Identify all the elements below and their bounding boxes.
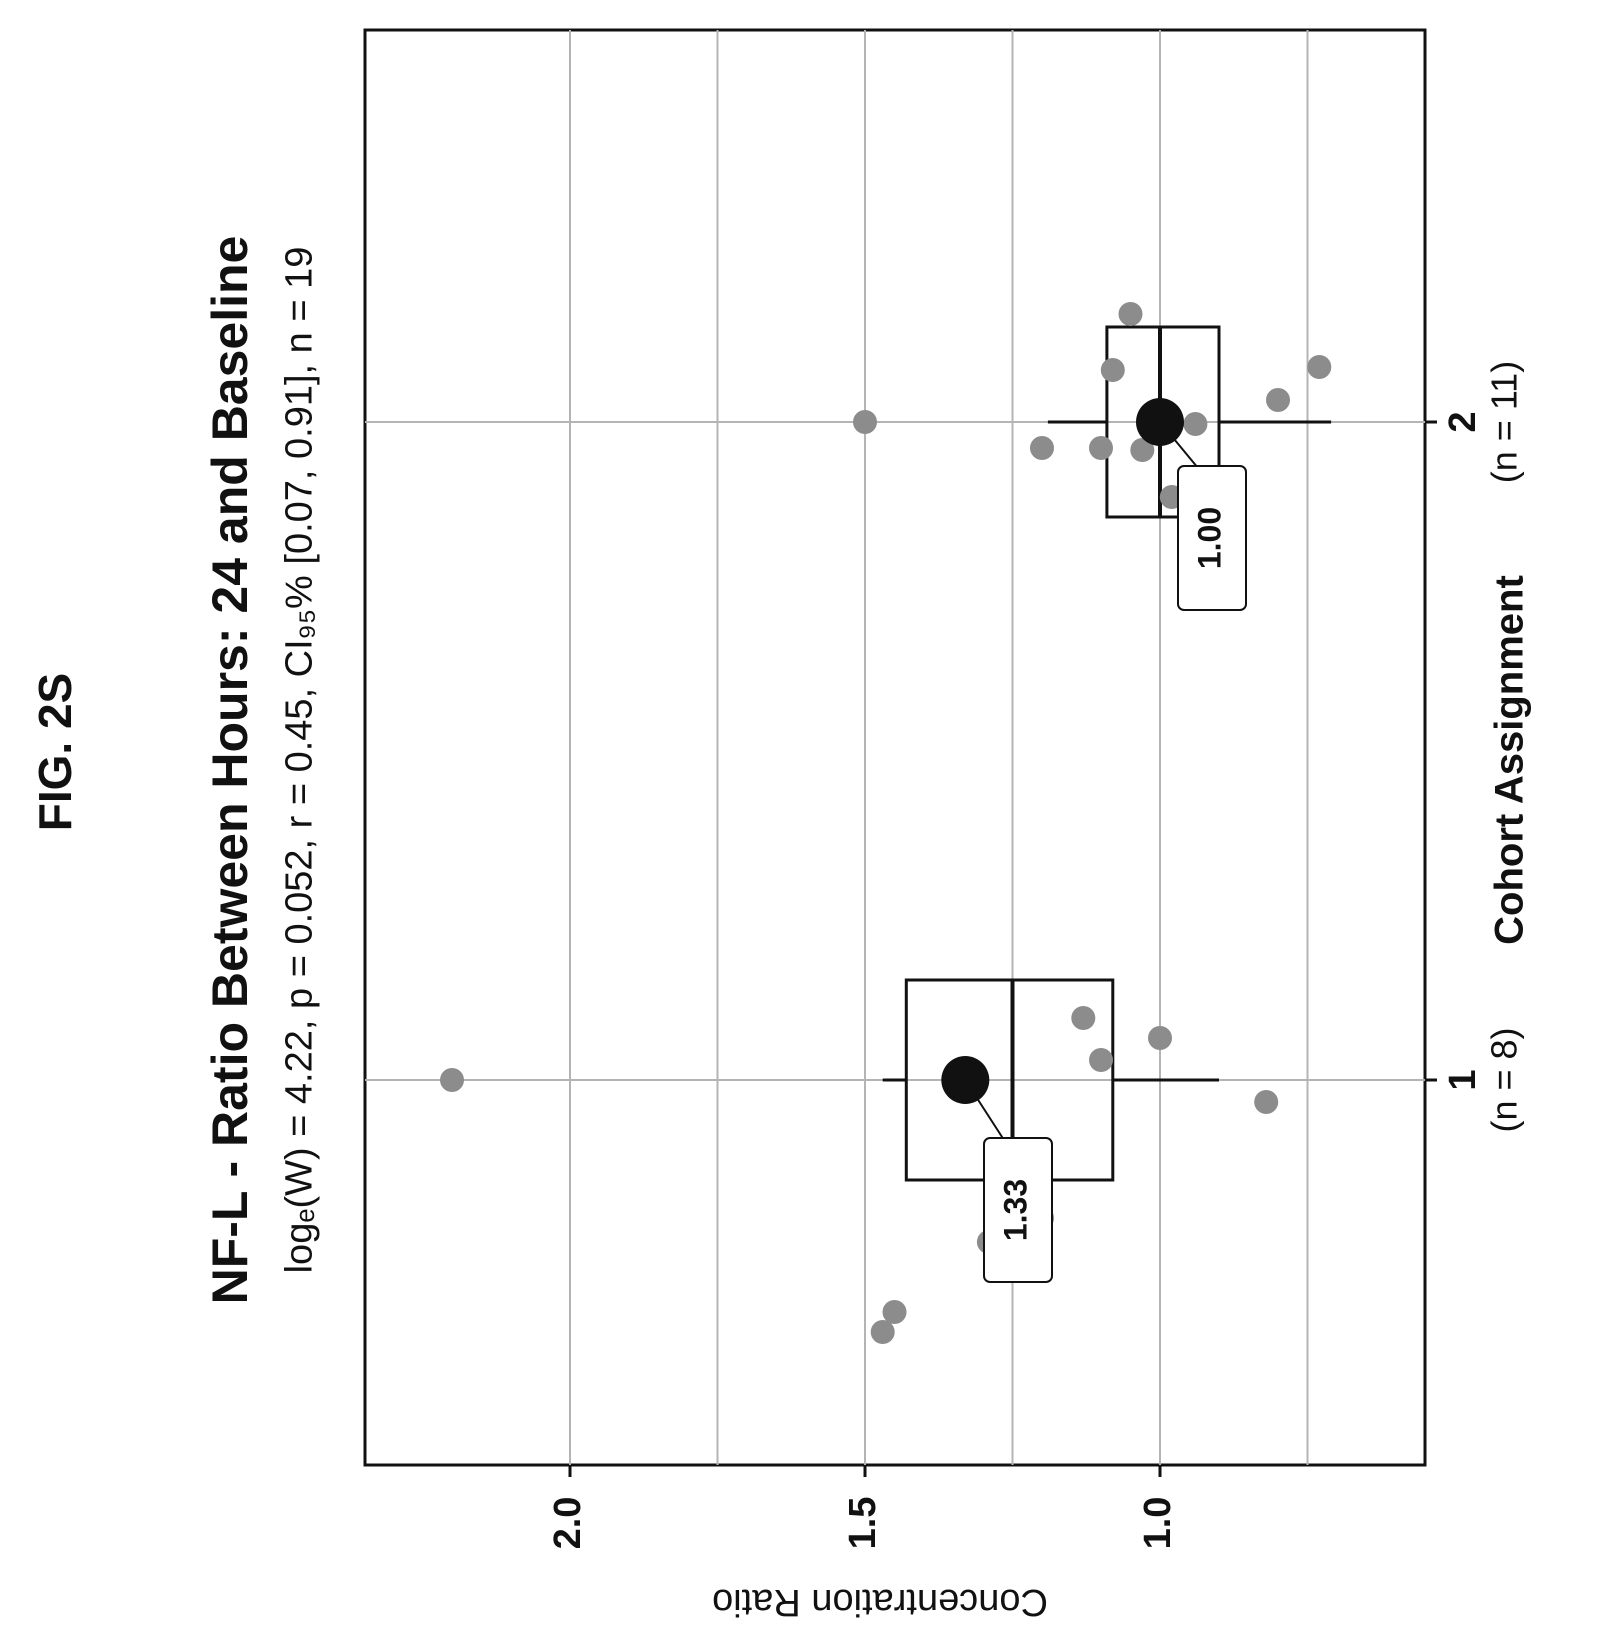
mean-label-box	[1177, 465, 1247, 611]
data-point	[1307, 355, 1332, 379]
y-tick-label: 1.0	[1137, 1497, 1179, 1550]
x-category-count: (n = 8)	[1484, 1027, 1525, 1132]
mean-connector	[1159, 421, 1199, 469]
data-point	[1266, 388, 1290, 412]
chart-subtitle: logₑ(W) = 4.22, p = 0.052, r = 0.45, CI₉…	[270, 0, 330, 1644]
x-tick-label: 2	[1442, 411, 1484, 432]
data-point	[1100, 358, 1125, 382]
data-point	[882, 1300, 907, 1324]
y-tick-label: 1.5	[842, 1497, 884, 1550]
data-point	[1030, 1206, 1054, 1230]
figure-label: FIG. 2S	[0, 673, 110, 831]
data-point	[440, 1068, 464, 1092]
chart-title-text: NF-L - Ratio Between Hours: 24 and Basel…	[202, 235, 258, 1305]
data-point	[976, 1230, 1001, 1254]
data-point	[1159, 485, 1184, 509]
x-tick-label: 1	[1442, 1069, 1484, 1090]
data-point	[1089, 436, 1113, 460]
x-axis-label: Cohort Assignment	[1488, 575, 1532, 945]
data-point	[1130, 438, 1155, 462]
box	[1105, 325, 1221, 519]
data-point	[1148, 1026, 1172, 1050]
box	[904, 978, 1115, 1182]
mean-marker	[941, 1056, 990, 1104]
mean-label: 1.00	[1191, 507, 1227, 569]
figure-label-text: FIG. 2S	[29, 672, 81, 832]
plot-frame	[363, 28, 1427, 1467]
data-point	[1030, 436, 1054, 460]
mean-marker	[1136, 398, 1184, 446]
data-point	[870, 1320, 895, 1344]
x-category-count: (n = 11)	[1484, 361, 1525, 483]
chart-subtitle-text: logₑ(W) = 4.22, p = 0.052, r = 0.45, CI₉…	[278, 246, 321, 1274]
data-point	[1183, 412, 1208, 436]
mean-label-box	[983, 1137, 1053, 1283]
data-point	[1118, 302, 1143, 326]
data-point	[1089, 1048, 1113, 1072]
data-point	[853, 410, 877, 434]
data-point	[1195, 490, 1220, 514]
data-point	[1254, 1090, 1279, 1114]
mean-connector	[964, 1079, 1005, 1141]
y-tick-label: 2.0	[547, 1497, 589, 1550]
y-axis-label: Concentration Ratio	[712, 1581, 1048, 1623]
chart-title: NF-L - Ratio Between Hours: 24 and Basel…	[180, 0, 280, 1644]
data-point	[1071, 1006, 1096, 1030]
mean-label: 1.33	[997, 1179, 1033, 1241]
